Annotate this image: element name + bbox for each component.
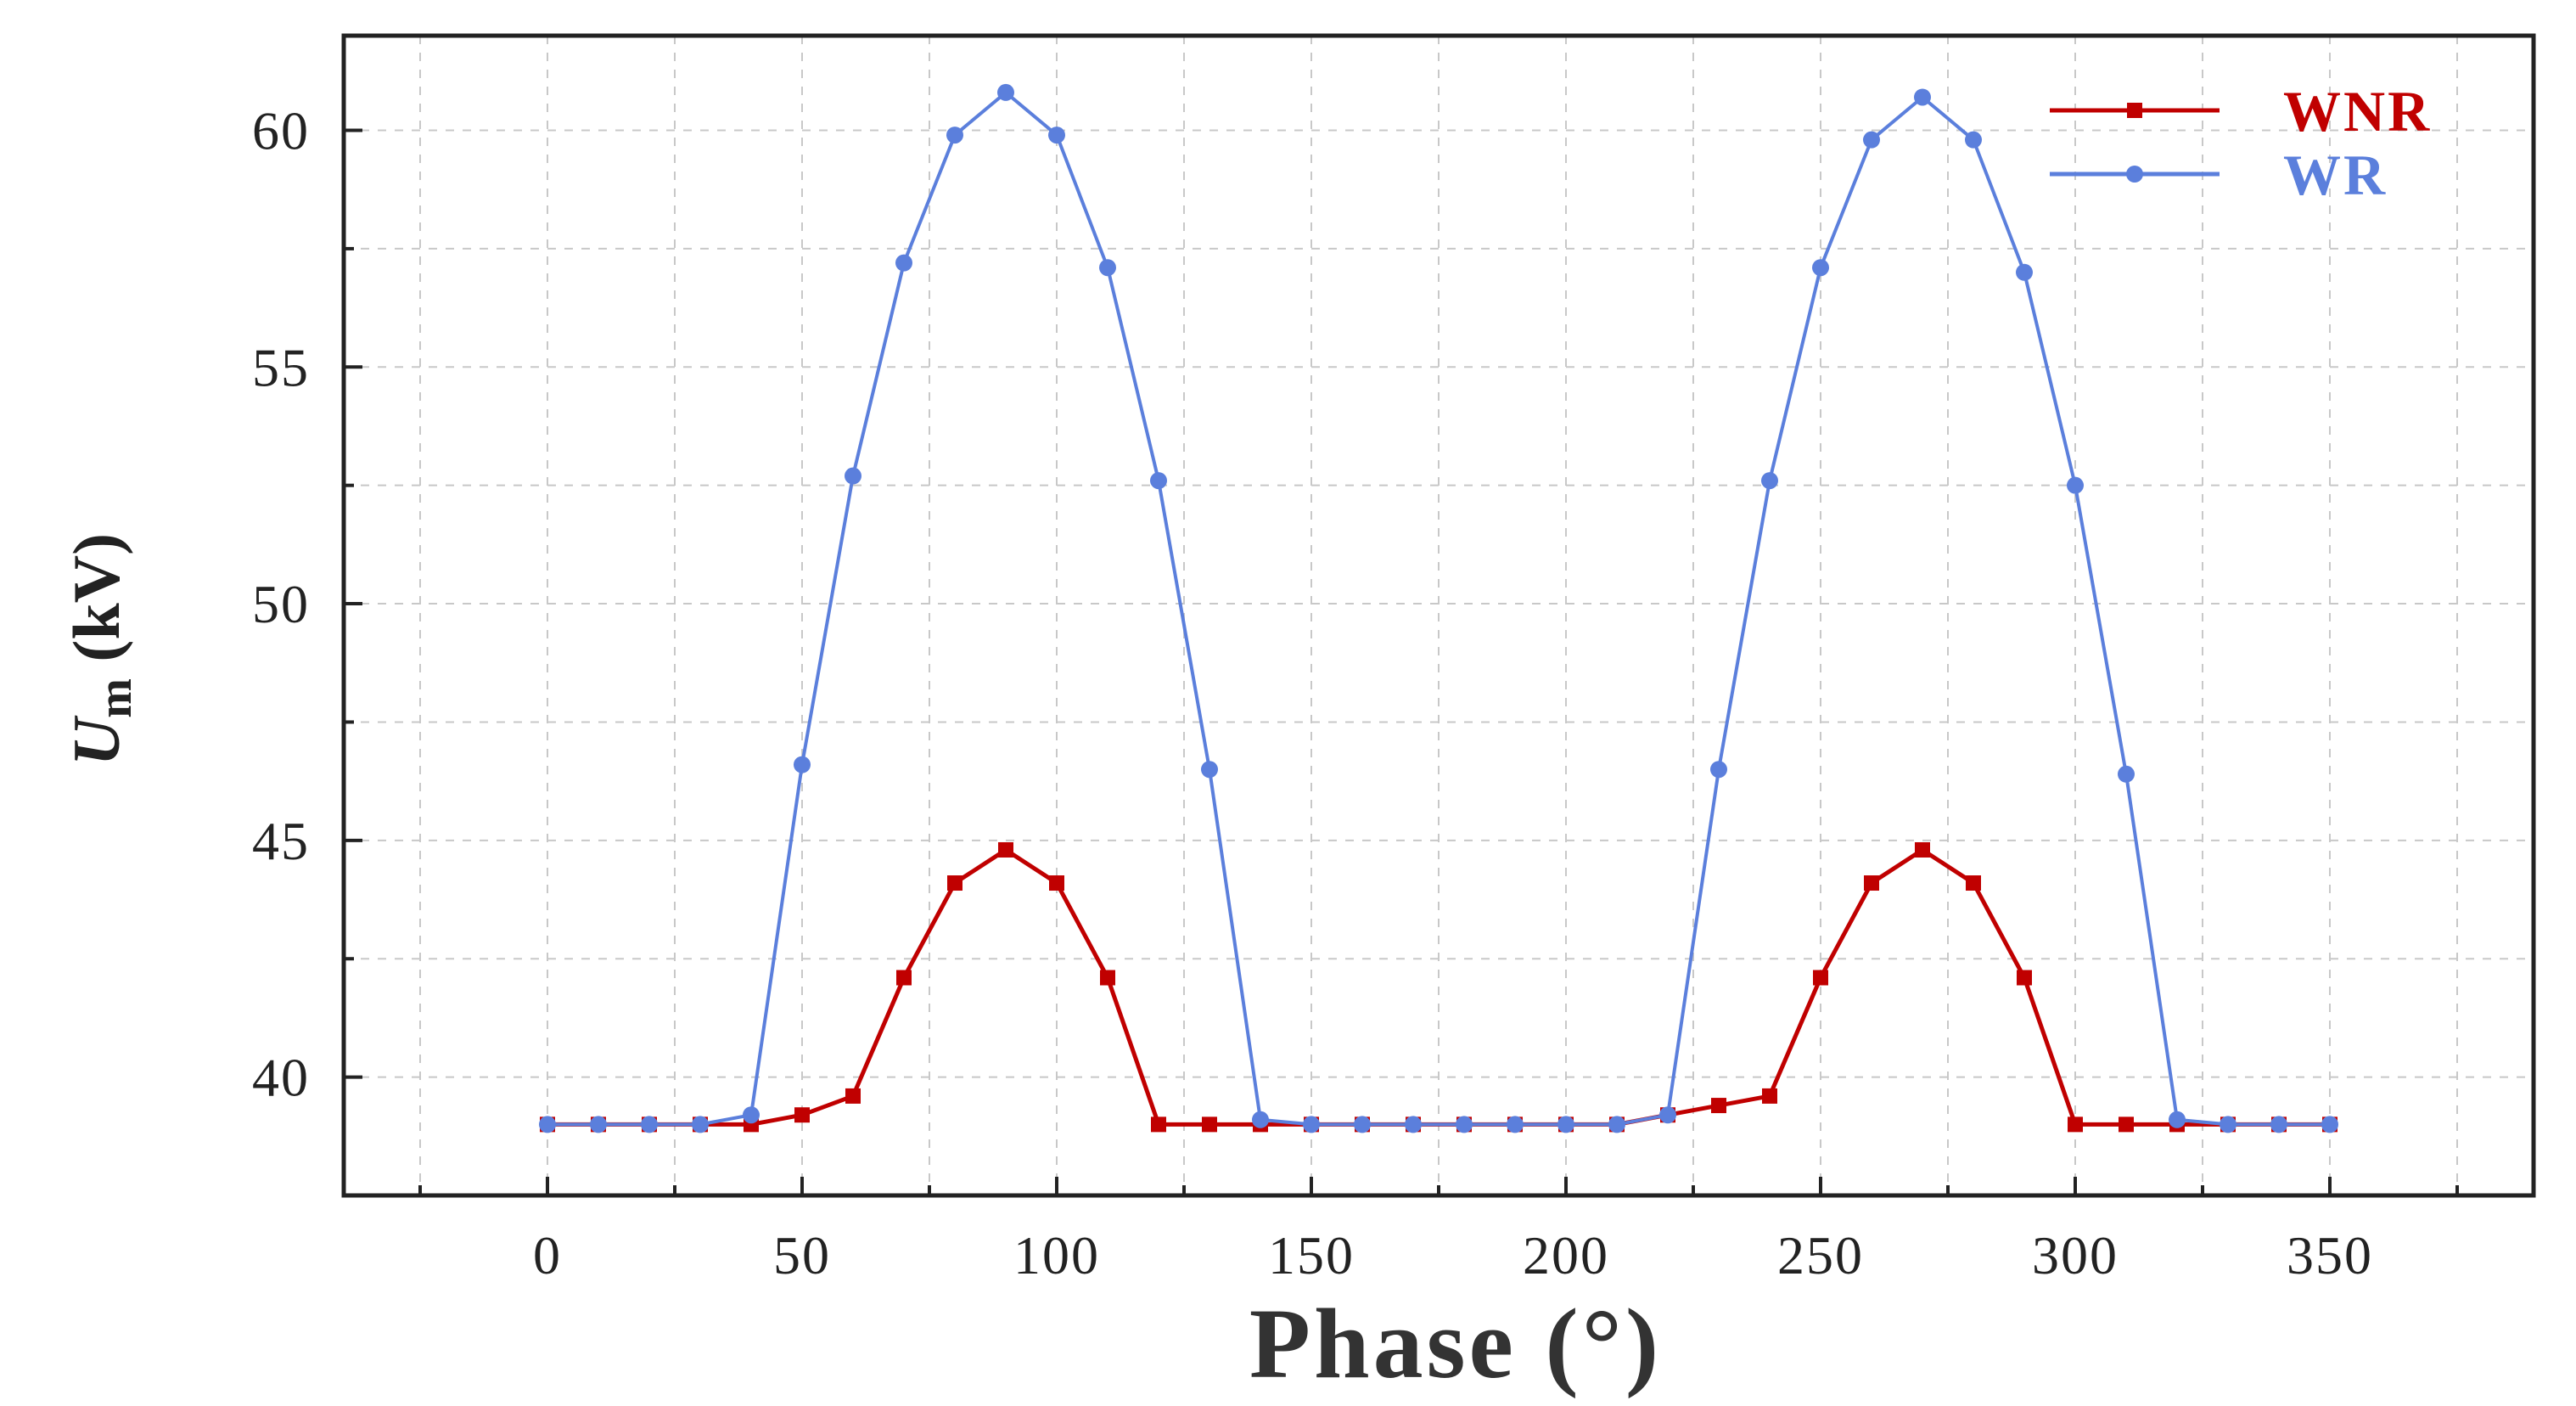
data-point-wr bbox=[1608, 1116, 1625, 1133]
data-point-wnr bbox=[2119, 1116, 2134, 1133]
data-point-wr bbox=[1150, 472, 1167, 490]
x-tick-label: 300 bbox=[2032, 1225, 2119, 1285]
data-point-wr bbox=[1048, 127, 1065, 144]
data-point-wnr bbox=[794, 1107, 810, 1123]
data-point-wr bbox=[794, 756, 811, 773]
x-tick-label: 100 bbox=[1013, 1225, 1100, 1285]
series-line-wr bbox=[547, 90, 2330, 1127]
legend: WNR WR bbox=[2050, 79, 2432, 207]
y-tick-label: 40 bbox=[252, 1048, 310, 1108]
data-point-wr bbox=[2270, 1116, 2287, 1133]
data-point-wr bbox=[641, 1116, 658, 1133]
legend-label-wnr: WNR bbox=[2283, 79, 2432, 143]
data-point-wr bbox=[743, 1106, 760, 1124]
x-tick-label: 50 bbox=[773, 1225, 831, 1285]
data-point-wr bbox=[2220, 1116, 2236, 1133]
data-point-wnr bbox=[2017, 970, 2032, 986]
data-point-wnr bbox=[1100, 970, 1115, 986]
data-point-wnr bbox=[1813, 970, 1828, 986]
data-point-wr bbox=[692, 1116, 709, 1133]
legend-marker-wr bbox=[2126, 166, 2143, 183]
y-axis-title-subscript: m bbox=[89, 678, 142, 718]
data-point-wnr bbox=[1864, 875, 1879, 891]
data-point-wr bbox=[539, 1116, 556, 1133]
x-tick-label: 200 bbox=[1523, 1225, 1609, 1285]
data-point-wr bbox=[1863, 131, 1880, 149]
data-point-wr bbox=[946, 127, 963, 144]
data-point-wnr bbox=[1711, 1098, 1726, 1114]
series-lines bbox=[539, 83, 2338, 1133]
data-point-wnr bbox=[1202, 1116, 1217, 1133]
data-point-wr bbox=[2321, 1116, 2338, 1133]
data-point-wr bbox=[1456, 1116, 1473, 1133]
data-point-wnr bbox=[2068, 1116, 2083, 1133]
y-tick-label: 55 bbox=[252, 337, 310, 397]
data-point-wr bbox=[1507, 1116, 1524, 1133]
x-tick-label: 350 bbox=[2287, 1225, 2373, 1285]
data-point-wr bbox=[2118, 765, 2135, 783]
y-tick-label: 45 bbox=[252, 811, 310, 871]
data-point-wr bbox=[2169, 1111, 2186, 1128]
data-point-wr bbox=[1710, 761, 1727, 779]
data-point-wr bbox=[1303, 1116, 1320, 1133]
data-point-wr bbox=[1099, 259, 1116, 277]
x-axis-title: Phase (°) bbox=[1249, 1288, 1662, 1399]
data-point-wr bbox=[895, 254, 912, 272]
data-point-wnr bbox=[947, 875, 962, 891]
legend-marker-wnr bbox=[2127, 103, 2142, 118]
data-point-wr bbox=[1201, 761, 1218, 779]
data-point-wnr bbox=[1762, 1088, 1777, 1104]
data-point-wnr bbox=[896, 970, 912, 986]
axes: 0 50 100 150 200 250 300 350 40 45 50 55 60 bbox=[252, 101, 2459, 1285]
data-point-wr bbox=[1557, 1116, 1574, 1133]
data-point-wr bbox=[1252, 1111, 1269, 1128]
data-point-wr bbox=[1405, 1116, 1422, 1133]
data-point-wr bbox=[1914, 88, 1931, 106]
x-tick-label: 150 bbox=[1268, 1225, 1355, 1285]
x-tick-label: 0 bbox=[533, 1225, 562, 1285]
y-axis-title-unit: (kV) bbox=[59, 533, 133, 678]
y-tick-label: 60 bbox=[252, 101, 310, 161]
data-point-wnr bbox=[998, 841, 1013, 858]
grid bbox=[344, 36, 2534, 1195]
data-point-wr bbox=[1761, 472, 1778, 490]
data-point-wr bbox=[845, 467, 861, 485]
data-point-wr bbox=[2067, 476, 2084, 494]
data-point-wr bbox=[1812, 259, 1829, 277]
data-point-wr bbox=[2016, 263, 2033, 281]
data-point-wr bbox=[590, 1116, 607, 1133]
y-tick-label: 50 bbox=[252, 574, 310, 634]
data-point-wnr bbox=[1966, 875, 1981, 891]
y-axis-title: Um (kV) bbox=[59, 533, 142, 766]
legend-label-wr: WR bbox=[2283, 143, 2388, 207]
data-point-wr bbox=[1965, 131, 1982, 149]
data-point-wnr bbox=[845, 1088, 861, 1104]
data-point-wnr bbox=[1151, 1116, 1166, 1133]
data-point-wnr bbox=[1915, 841, 1930, 858]
data-point-wnr bbox=[1049, 875, 1064, 891]
x-tick-label: 250 bbox=[1777, 1225, 1864, 1285]
y-axis-title-symbol: U bbox=[59, 715, 133, 766]
data-point-wr bbox=[1354, 1116, 1371, 1133]
data-point-wr bbox=[997, 83, 1014, 101]
data-point-wr bbox=[1659, 1106, 1676, 1124]
